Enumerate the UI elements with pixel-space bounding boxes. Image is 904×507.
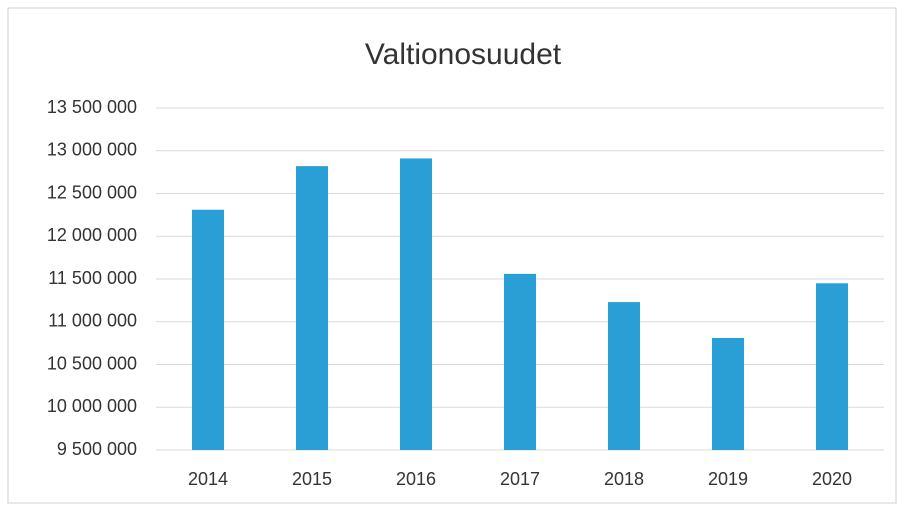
y-tick-label: 11 500 000 bbox=[48, 268, 137, 288]
x-tick-label: 2019 bbox=[708, 469, 748, 489]
y-tick-label: 11 000 000 bbox=[48, 311, 137, 331]
x-tick-label: 2020 bbox=[812, 469, 852, 489]
bar bbox=[400, 158, 432, 450]
bar bbox=[608, 302, 640, 450]
y-tick-label: 13 500 000 bbox=[47, 97, 137, 117]
chart-border bbox=[7, 7, 897, 504]
bar bbox=[816, 283, 848, 450]
y-tick-label: 9 500 000 bbox=[57, 439, 137, 459]
bar bbox=[296, 166, 328, 450]
y-tick-label: 12 500 000 bbox=[47, 182, 137, 202]
y-tick-label: 10 500 000 bbox=[47, 353, 137, 373]
y-tick-label: 13 000 000 bbox=[47, 140, 137, 160]
x-tick-label: 2014 bbox=[188, 469, 228, 489]
chart-title: Valtionosuudet bbox=[365, 38, 562, 71]
x-tick-label: 2015 bbox=[292, 469, 332, 489]
y-tick-label: 12 000 000 bbox=[47, 225, 137, 245]
x-tick-label: 2017 bbox=[500, 469, 540, 489]
bar bbox=[712, 337, 744, 450]
x-tick-label: 2018 bbox=[604, 469, 644, 489]
x-tick-label: 2016 bbox=[396, 469, 436, 489]
bar bbox=[192, 209, 224, 450]
y-tick-label: 10 000 000 bbox=[47, 396, 137, 416]
bar bbox=[504, 273, 536, 450]
